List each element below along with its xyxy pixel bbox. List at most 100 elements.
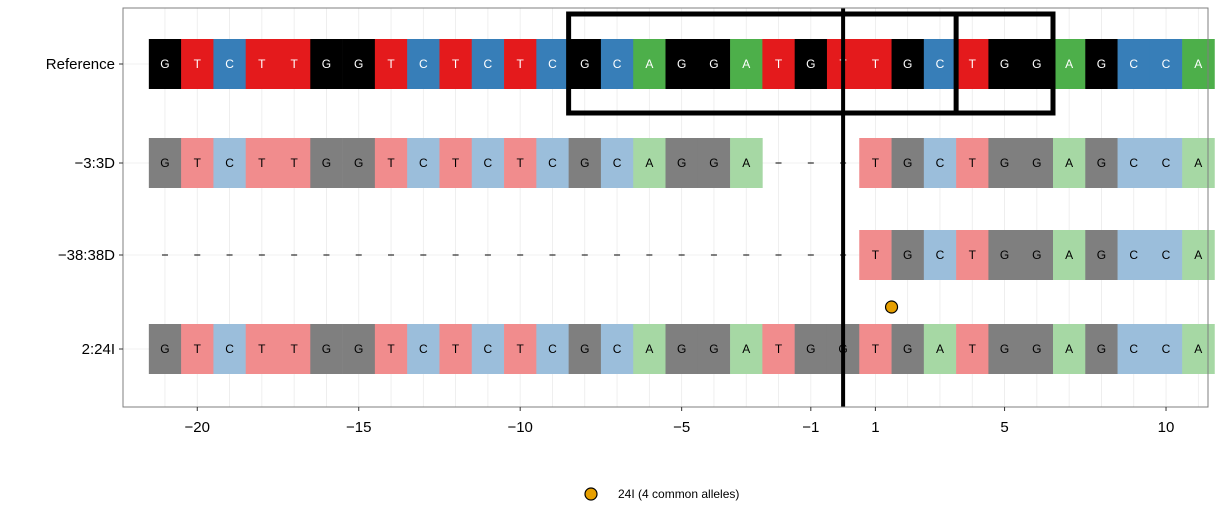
nucleotide-tile	[1053, 39, 1086, 89]
nucleotide-letter: T	[872, 156, 880, 170]
nucleotide-tile	[310, 324, 343, 374]
nucleotide-tile	[923, 138, 957, 188]
nucleotide-tile	[374, 138, 408, 188]
nucleotide-letter: G	[677, 156, 686, 170]
nucleotide-tile	[923, 324, 957, 374]
nucleotide-letter: C	[1129, 248, 1138, 262]
nucleotide-letter: G	[1032, 156, 1041, 170]
nucleotide-tile	[956, 230, 989, 280]
nucleotide-letter: T	[969, 342, 977, 356]
nucleotide-tile	[1182, 324, 1215, 374]
nucleotide-tile	[697, 39, 731, 89]
nucleotide-letter: G	[677, 342, 686, 356]
nucleotide-tile	[1149, 230, 1183, 280]
nucleotide-tile	[536, 324, 569, 374]
nucleotide-tile	[374, 324, 408, 374]
nucleotide-letter: G	[1097, 57, 1106, 71]
nucleotide-letter: G	[1000, 248, 1009, 262]
nucleotide-letter: T	[290, 57, 298, 71]
nucleotide-tile	[342, 39, 376, 89]
nucleotide-letter: C	[1162, 248, 1171, 262]
nucleotide-tile	[859, 39, 892, 89]
nucleotide-tile	[342, 138, 376, 188]
nucleotide-tiles: G T C T T G G T C T C T C G C A G G A T G T T G C T G G A G C C A G T C T T G G…	[148, 39, 1215, 374]
y-tick-label: 2:24I	[82, 341, 115, 358]
nucleotide-letter: C	[936, 248, 945, 262]
nucleotide-letter: G	[903, 57, 912, 71]
nucleotide-tile	[1117, 138, 1151, 188]
nucleotide-tile	[278, 39, 311, 89]
nucleotide-letter: T	[872, 57, 880, 71]
nucleotide-tile	[310, 138, 343, 188]
nucleotide-letter: G	[354, 342, 363, 356]
annotation-overlays	[566, 8, 1056, 407]
nucleotide-tile	[310, 39, 343, 89]
nucleotide-letter: G	[322, 156, 331, 170]
nucleotide-letter: T	[258, 156, 266, 170]
nucleotide-tile	[762, 324, 795, 374]
nucleotide-letter: G	[160, 156, 169, 170]
nucleotide-letter: C	[225, 342, 234, 356]
nucleotide-tile	[762, 39, 795, 89]
nucleotide-letter: A	[645, 57, 653, 71]
nucleotide-tile	[439, 324, 473, 374]
nucleotide-tile	[471, 324, 505, 374]
nucleotide-letter: T	[969, 57, 977, 71]
nucleotide-tile	[794, 324, 828, 374]
nucleotide-letter: T	[775, 57, 783, 71]
legend: 24I (4 common alleles)	[584, 487, 739, 501]
nucleotide-tile	[439, 138, 473, 188]
nucleotide-tile	[1149, 324, 1183, 374]
nucleotide-letter: T	[969, 248, 977, 262]
nucleotide-letter: G	[1097, 156, 1106, 170]
nucleotide-letter: C	[613, 342, 622, 356]
nucleotide-tile	[536, 138, 569, 188]
nucleotide-tile	[439, 39, 473, 89]
nucleotide-tile	[891, 230, 925, 280]
nucleotide-letter: T	[452, 156, 460, 170]
nucleotide-letter: T	[872, 342, 880, 356]
nucleotide-letter: T	[387, 156, 395, 170]
nucleotide-tile	[1182, 138, 1215, 188]
nucleotide-tile	[1149, 138, 1183, 188]
nucleotide-letter: A	[1194, 156, 1202, 170]
nucleotide-tile	[988, 324, 1022, 374]
nucleotide-tile	[568, 324, 602, 374]
nucleotide-letter: A	[645, 156, 653, 170]
nucleotide-letter: C	[613, 57, 622, 71]
nucleotide-tile	[730, 324, 763, 374]
nucleotide-tile	[859, 138, 892, 188]
nucleotide-letter: C	[613, 156, 622, 170]
nucleotide-letter: A	[742, 57, 750, 71]
nucleotide-tile	[471, 138, 505, 188]
nucleotide-tile	[988, 230, 1022, 280]
nucleotide-tile	[1149, 39, 1183, 89]
axes: Reference −3:3D −38:38D 2:24I −20 −15 −10 −5 −1 1…	[46, 56, 1175, 436]
nucleotide-letter: A	[1194, 342, 1202, 356]
x-tick-label: 5	[1000, 419, 1008, 436]
nucleotide-letter: G	[580, 57, 589, 71]
nucleotide-tile	[600, 324, 634, 374]
nucleotide-letter: C	[484, 156, 493, 170]
nucleotide-tile	[148, 324, 182, 374]
nucleotide-letter: G	[1000, 57, 1009, 71]
nucleotide-letter: T	[452, 342, 460, 356]
nucleotide-tile	[891, 39, 925, 89]
nucleotide-tile	[278, 138, 311, 188]
nucleotide-tile	[697, 138, 731, 188]
nucleotide-tile	[665, 324, 699, 374]
nucleotide-tile	[148, 39, 182, 89]
nucleotide-tile	[213, 138, 247, 188]
nucleotide-letter: A	[1194, 248, 1202, 262]
nucleotide-tile	[245, 39, 279, 89]
nucleotide-letter: G	[1032, 248, 1041, 262]
nucleotide-letter: G	[580, 156, 589, 170]
nucleotide-tile	[859, 324, 892, 374]
nucleotide-tile	[504, 138, 537, 188]
nucleotide-letter: A	[645, 342, 653, 356]
nucleotide-letter: G	[1032, 57, 1041, 71]
nucleotide-letter: C	[1162, 57, 1171, 71]
nucleotide-letter: T	[194, 342, 202, 356]
nucleotide-tile	[956, 39, 989, 89]
nucleotide-tile	[471, 39, 505, 89]
